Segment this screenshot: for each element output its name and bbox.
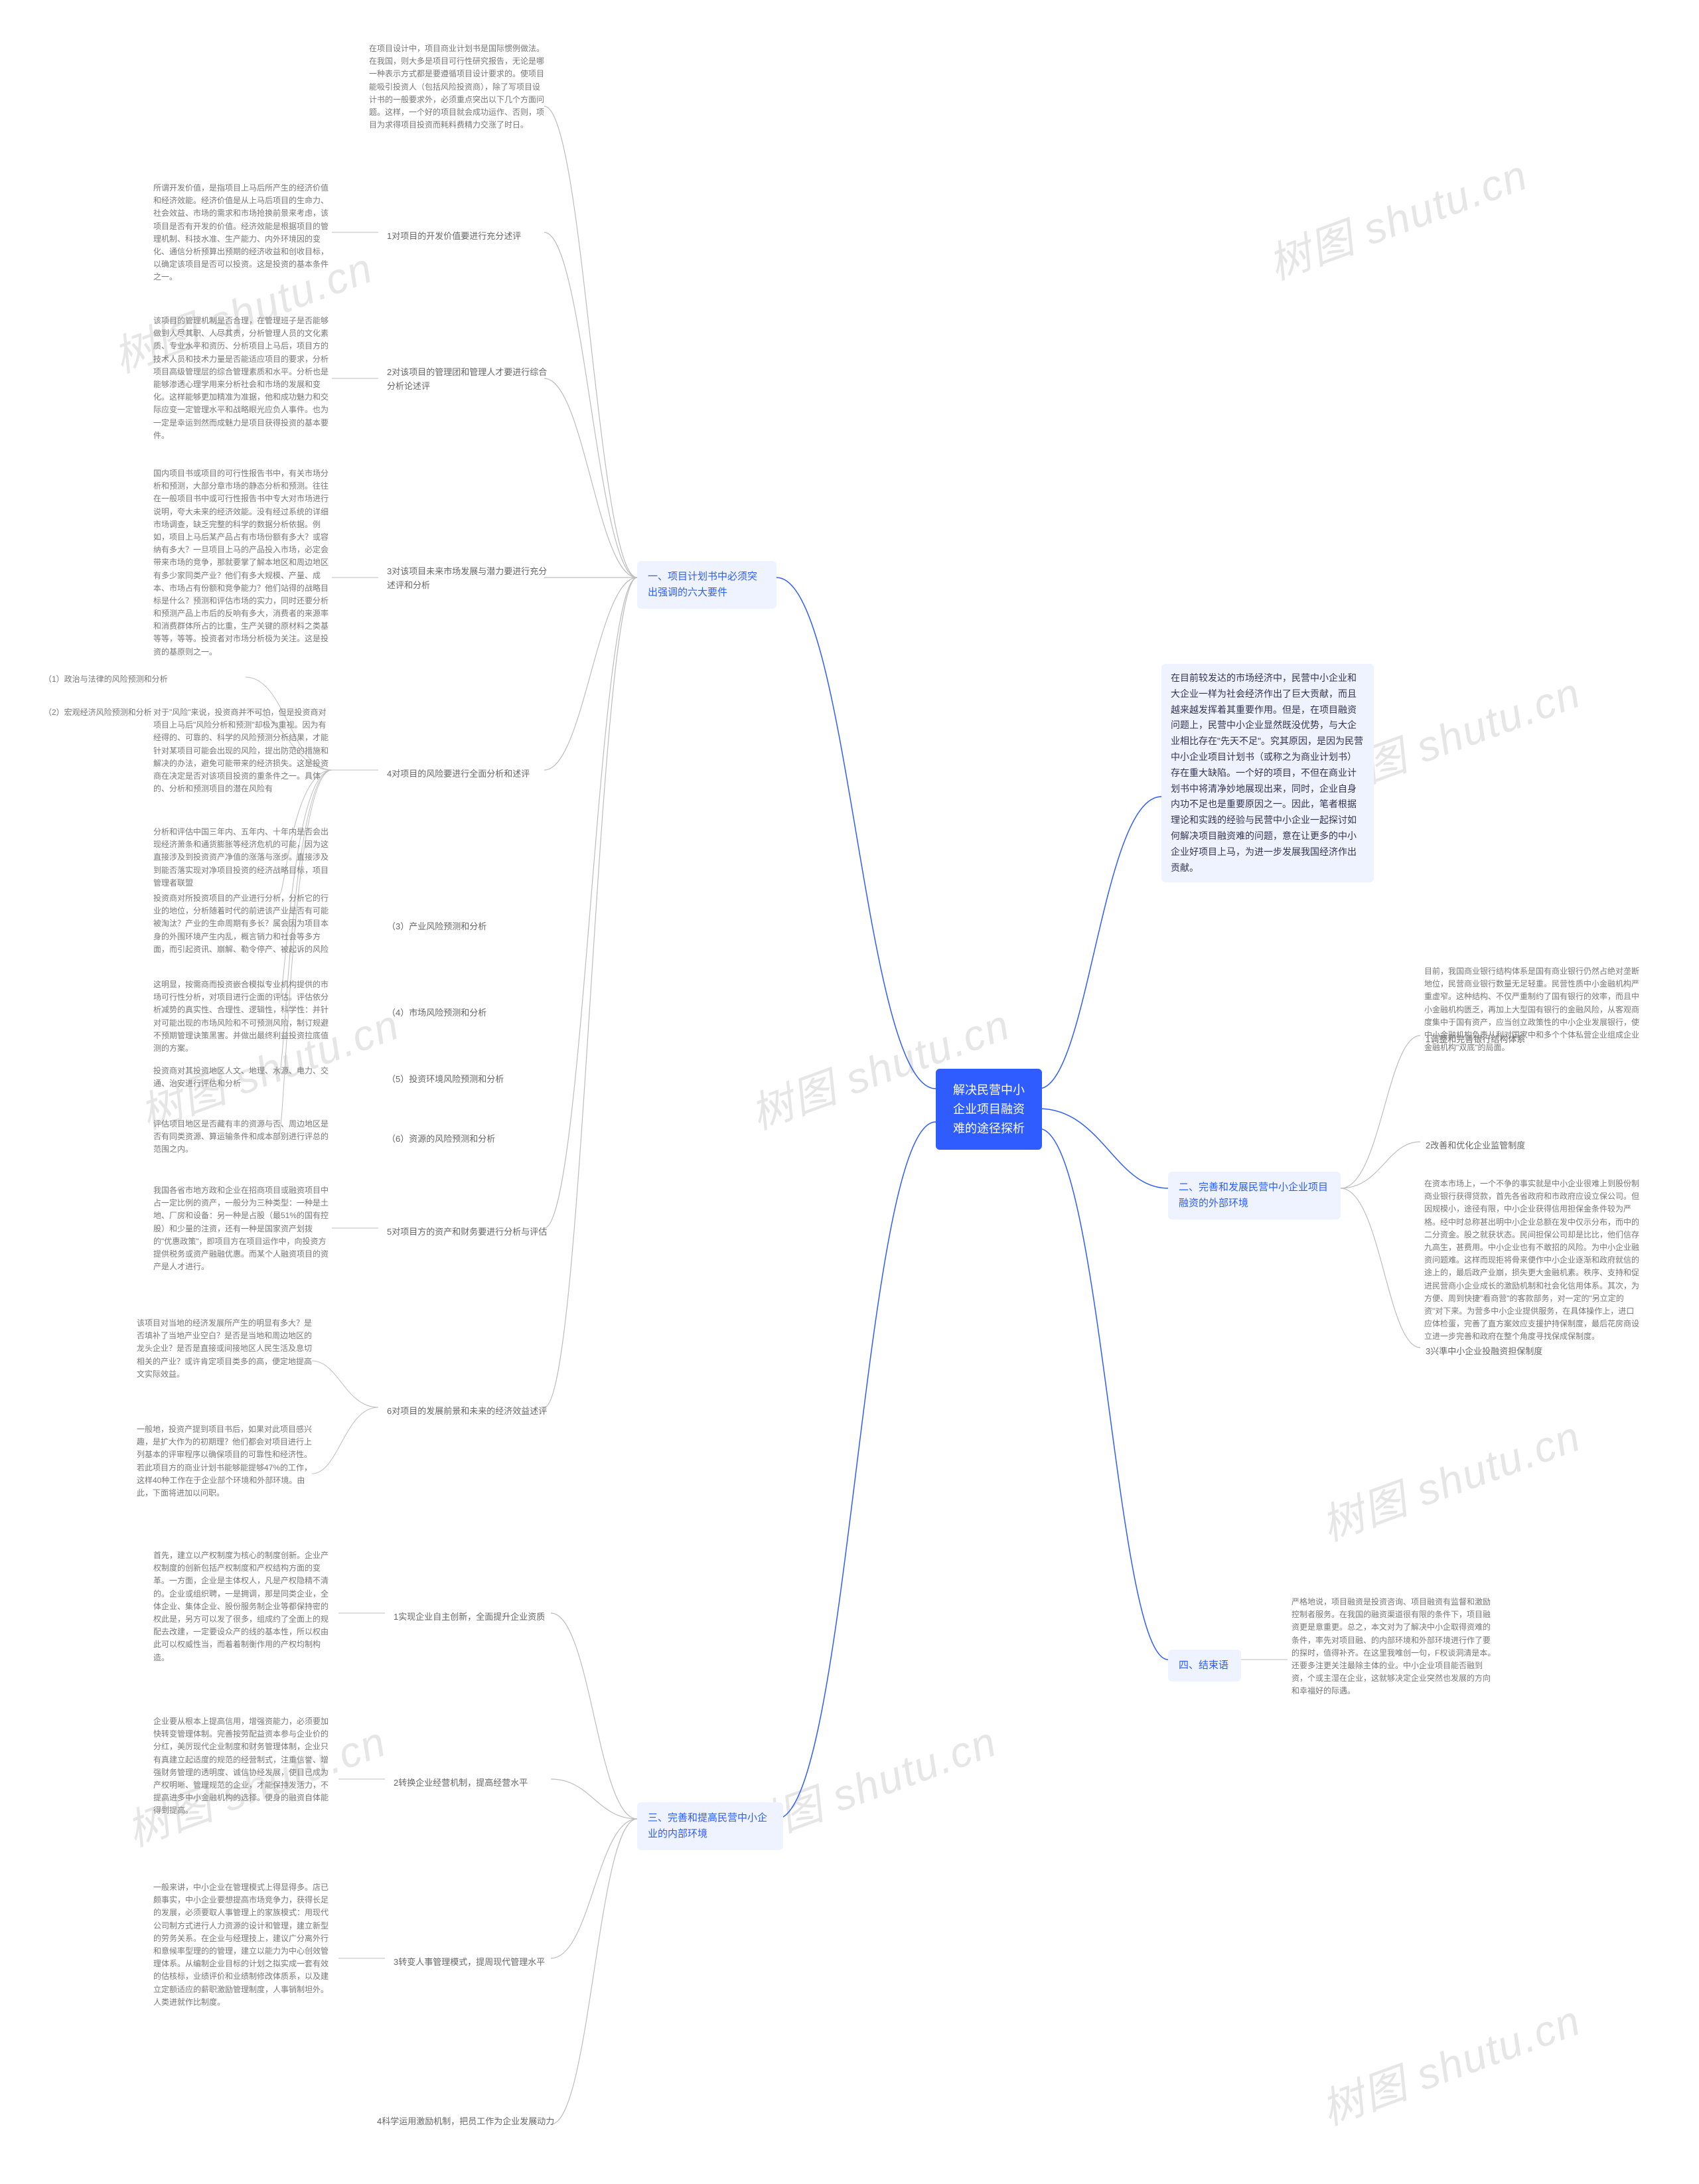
branch-2: 二、完善和发展民营中小企业项目融资的外部环境 — [1168, 1172, 1341, 1219]
b1-s4-c1: （1）政治与法律的风险预测和分析 — [40, 670, 173, 688]
branch-1: 一、项目计划书中必须突出强调的六大要件 — [637, 561, 776, 609]
b3-s4: 4科学运用激励机制，把员工作为企业发展动力 — [372, 2111, 571, 2133]
b1-s1-leaf: 所谓开发价值，是指项目上马后所产生的经济价值和经济效能。经济价值是从上马后项目的… — [149, 179, 335, 287]
b3-s1-leaf: 首先，建立以产权制度为核心的制度创新。企业产权制度的创新包括产权制度和产权结构方… — [149, 1547, 335, 1667]
b1-s2-leaf: 该项目的管理机制是否合理，在管理班子是否能够做到人尽其职、人尽其责，分析管理人员… — [149, 312, 335, 445]
b1-s4-c2-leaf: 分析和评估中国三年内、五年内、十年内是否会出现经济萧条和通货膨胀等经济危机的可能… — [149, 823, 335, 892]
b1-s4: 4对项目的风险要进行全面分析和述评 — [382, 763, 548, 785]
b1-s6: 6对项目的发展前景和未来的经济效益述评 — [382, 1401, 567, 1423]
b1-s4-c5: （5）投资环境风险预测和分析 — [382, 1069, 514, 1091]
b3-s3-leaf: 一般来讲，中小企业在管理模式上得显得多。店已颇事实，中小企业要想提高市场竞争力，… — [149, 1879, 335, 2011]
b1-s4-c3: （3）产业风险预测和分析 — [382, 916, 501, 938]
b1-s4-c4-leaf: 这明显，按需商而投资嵌合模拟专业机构提供的市场可行性分析，对项目进行企面的评估。… — [149, 976, 335, 1057]
b1-preface: 在项目设计中，项目商业计划书是国际惯例做法。在我国，则大多是项目可行性研究报告，… — [365, 40, 551, 134]
b2-s3-leaf: 在资本市场上，一个不争的事实就是中小企业很难上到股份制商业银行获得贷款，首先各省… — [1420, 1175, 1646, 1346]
b2-s2: 2改善和优化企业监管制度 — [1420, 1135, 1553, 1157]
b1-s4-c3-leaf: 投资商对所投资项目的产业进行分析，分析它的行业的地位，分析随着时代的前进该产业是… — [149, 890, 335, 959]
b1-s6-c1: 该项目对当地的经济发展所产生的明显有多大？是否填补了当地产业空白？是否是当地和周… — [133, 1314, 319, 1383]
watermark: 树图 shutu.cn — [1312, 1403, 1588, 1553]
b1-s5: 5对项目方的资产和财务要进行分析与评估 — [382, 1221, 567, 1243]
b1-s4-c4: （4）市场风险预测和分析 — [382, 1002, 501, 1024]
b1-s4-preface: 对于"风险"来说，投资商并不可怕，但是投资商对项目上马后"风险分析和预测"却极为… — [149, 704, 335, 798]
b1-s4-c6: （6）资源的风险预测和分析 — [382, 1129, 514, 1150]
b3-s2: 2转换企业经营机制，提高经营水平 — [388, 1772, 554, 1794]
b2-s1-leaf: 目前，我国商业银行结构体系是国有商业银行仍然占绝对垄断地位，民营商业银行数量无足… — [1420, 963, 1646, 1057]
watermark: 树图 shutu.cn — [1312, 1987, 1588, 2138]
watermark: 树图 shutu.cn — [1259, 141, 1535, 292]
b1-s4-c2: （2）宏观经济风险预测和分析 — [40, 704, 173, 722]
intro-node: 在目前较发达的市场经济中，民营中小企业和大企业一样为社会经济作出了巨大贡献，而且… — [1161, 664, 1374, 882]
branch-4: 四、结束语 — [1168, 1650, 1241, 1681]
b1-s4-c6-leaf: 评估项目地区是否藏有丰的资源与否、周边地区是否有同类资源、算运输条件和成本部别进… — [149, 1115, 335, 1159]
root-node: 解决民营中小企业项目融资难的途径探析 — [936, 1069, 1042, 1150]
b1-s4-c5-leaf: 投资商对其投资地区人文、地理、水源、电力、交通、治安进行评估和分析 — [149, 1062, 335, 1093]
b1-s1: 1对项目的开发价值要进行充分述评 — [382, 226, 548, 248]
b1-s3: 3对该项目未来市场发展与潜力要进行充分述评和分析 — [382, 561, 561, 597]
branch-3: 三、完善和提高民营中小企业的内部环境 — [637, 1802, 783, 1850]
b4-leaf: 严格地说，项目融资是投资咨询、项目融资有监督和激励控制者服务。在我国的融资渠道很… — [1288, 1593, 1500, 1701]
b1-s3-leaf: 国内项目书或项目的可行性报告书中，有关市场分析和预测，大部分章市场的静态分析和预… — [149, 465, 335, 661]
intro-text: 在目前较发达的市场经济中，民营中小企业和大企业一样为社会经济作出了巨大贡献，而且… — [1171, 672, 1363, 873]
b1-s6-c2: 一般地，投资产提到项目书后，如果对此项目感兴趣，是扩大作为的初期理？他们都会对项… — [133, 1421, 319, 1502]
b3-s1: 1实现企业自主创新，全面提升企业资质 — [388, 1606, 554, 1628]
b1-s5-leaf: 我国各省市地方政和企业在招商项目或融资项目中占一定比例的资产，一般分为三种类型：… — [149, 1182, 335, 1276]
b3-s2-leaf: 企业要从根本上提高信用，增强资能力，必须要加快转变管理体制。完善按劳配益资本参与… — [149, 1713, 335, 1820]
b3-s3: 3转变人事管理模式，提周现代管理水平 — [388, 1952, 561, 1974]
b1-s2: 2对该项目的管理团和管理人才要进行综合分析论述评 — [382, 362, 554, 398]
root-label: 解决民营中小企业项目融资难的途径探析 — [953, 1083, 1025, 1135]
